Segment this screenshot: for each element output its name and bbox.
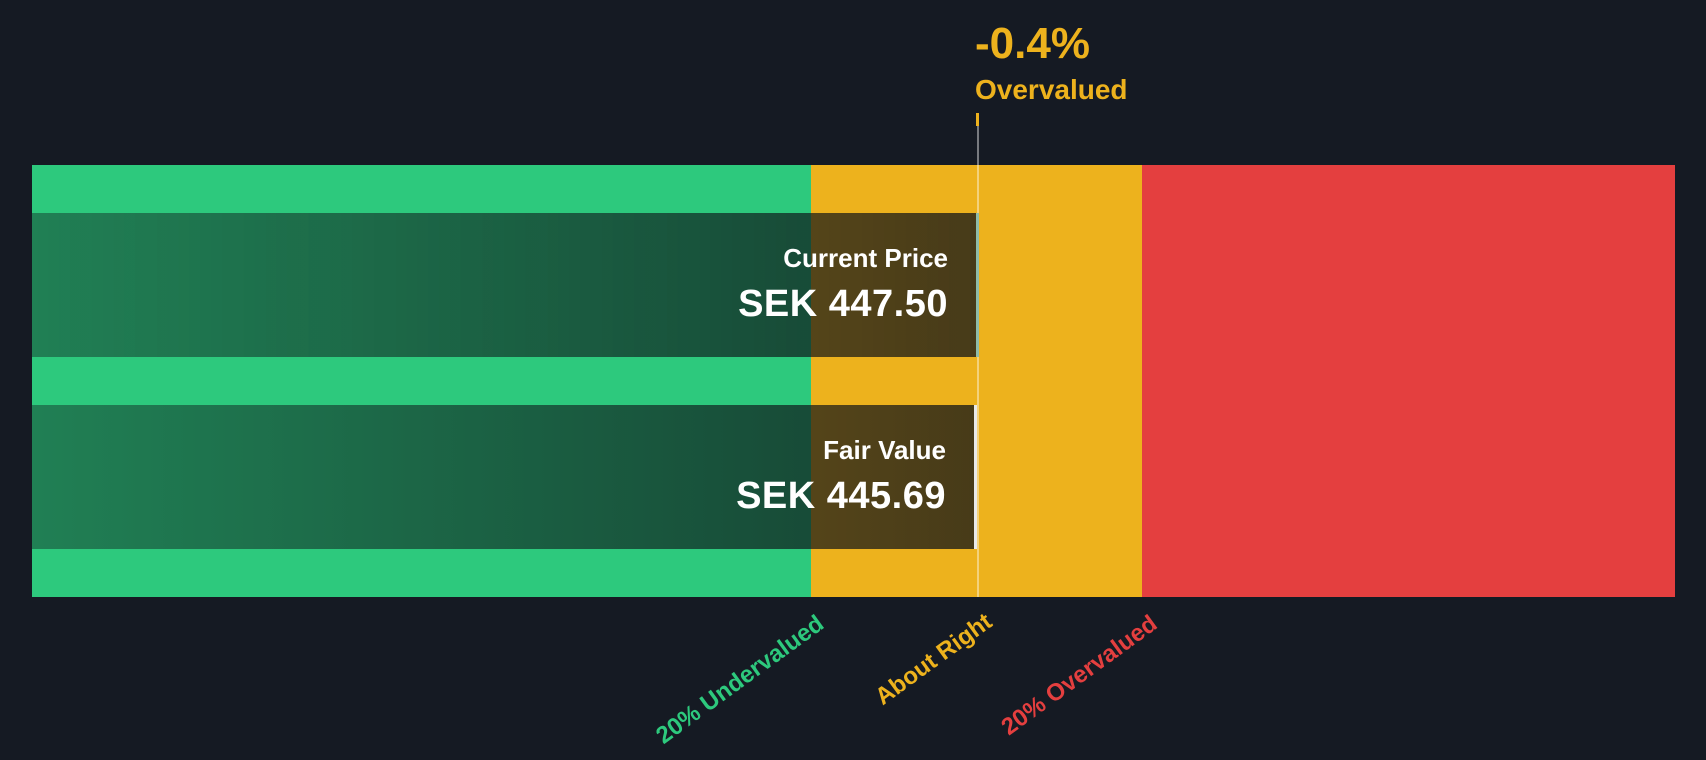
fair-value-bar: Fair Value SEK 445.69: [32, 405, 977, 549]
price-marker-line: [977, 126, 979, 597]
delta-annotation: -0.4% Overvalued: [975, 22, 1128, 104]
undervalued-zone-label: 20% Undervalued: [651, 610, 829, 750]
fair-value-label: Fair Value: [823, 434, 946, 465]
current-price-label: Current Price: [783, 242, 948, 273]
current-price-value: SEK 447.50: [738, 283, 948, 326]
delta-status: Overvalued: [975, 74, 1128, 105]
current-price-bar: Current Price SEK 447.50: [32, 213, 979, 357]
delta-percent: -0.4%: [975, 19, 1090, 68]
about-right-zone-label: About Right: [869, 608, 997, 711]
price-marker-tick: [976, 113, 979, 126]
fair-value-value: SEK 445.69: [736, 475, 946, 518]
overvalued-zone-label: 20% Overvalued: [995, 610, 1162, 741]
overvalued-zone: [1142, 165, 1675, 597]
